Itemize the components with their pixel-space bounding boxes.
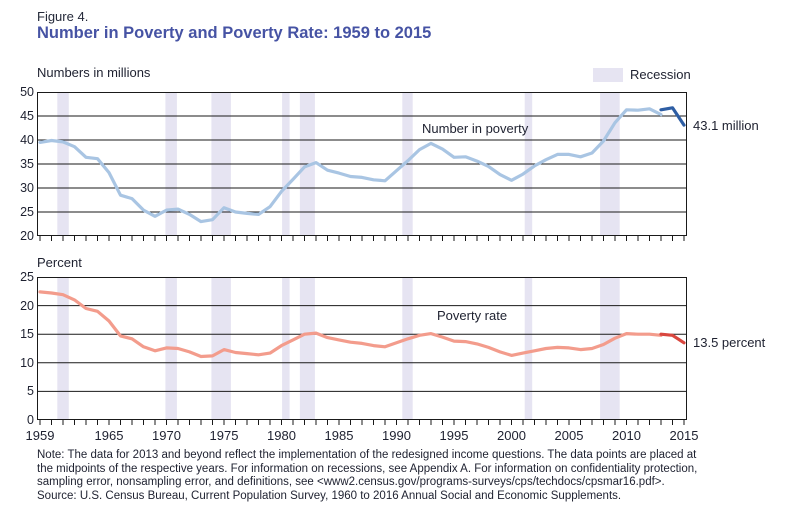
y-tick-label: 35 xyxy=(20,157,34,171)
figure-number: Figure 4. xyxy=(37,9,89,24)
recession-band xyxy=(57,277,69,420)
figure-title: Number in Poverty and Poverty Rate: 1959… xyxy=(37,24,432,42)
x-tick-label: 1965 xyxy=(94,428,124,443)
note-line-3: sampling error, nonsampling error, and d… xyxy=(37,476,665,489)
recession-band xyxy=(282,277,290,420)
top-axis-unit-label: Numbers in millions xyxy=(37,65,151,80)
number-in-poverty-line xyxy=(659,106,686,127)
x-tick-label: 2015 xyxy=(669,428,699,443)
note-line-2: the midpoints of the respective years. F… xyxy=(37,462,698,475)
recession-band xyxy=(402,277,413,420)
figure-note: Note: The data for 2013 and beyond refle… xyxy=(37,449,697,490)
recession-legend-swatch xyxy=(593,68,623,82)
x-tick-label: 2000 xyxy=(497,428,526,443)
y-tick-label: 30 xyxy=(20,181,34,195)
y-tick-label: 45 xyxy=(20,109,34,123)
recession-legend-label: Recession xyxy=(630,67,691,82)
plot-border xyxy=(37,277,687,420)
y-tick-label: 0 xyxy=(27,413,34,427)
note-line-1: Note: The data for 2013 and beyond refle… xyxy=(37,449,697,461)
y-tick-label: 50 xyxy=(20,85,34,99)
number-in-poverty-chart xyxy=(37,92,687,241)
y-tick-label: 25 xyxy=(20,270,34,284)
bottom-axis-unit-label: Percent xyxy=(37,255,82,270)
number-end-annotation: 43.1 million xyxy=(693,118,759,133)
x-tick-label: 1959 xyxy=(25,428,55,443)
x-tick-label: 2005 xyxy=(554,428,584,443)
y-tick-label: 20 xyxy=(20,229,34,243)
recession-band xyxy=(299,277,315,420)
y-tick-label: 5 xyxy=(27,384,34,399)
rate-end-annotation: 13.5 percent xyxy=(693,335,766,350)
poverty-rate-chart xyxy=(37,277,687,425)
x-tick-label: 1995 xyxy=(439,428,469,443)
y-tick-label: 15 xyxy=(20,327,34,342)
number-in-poverty-series-label: Number in poverty xyxy=(422,121,529,136)
x-tick-label: 2010 xyxy=(612,428,641,443)
x-tick-label: 1970 xyxy=(152,428,181,443)
y-tick-label: 25 xyxy=(20,205,34,219)
poverty-rate-line xyxy=(38,290,663,359)
recession-band xyxy=(600,277,620,420)
figure-source: Source: U.S. Census Bureau, Current Popu… xyxy=(37,490,622,502)
x-tick-label: 1975 xyxy=(209,428,239,443)
recession-band xyxy=(211,277,231,420)
x-tick-label: 1980 xyxy=(267,428,296,443)
y-tick-label: 20 xyxy=(20,298,34,313)
number-in-poverty-line xyxy=(38,107,663,224)
poverty-rate-series-label: Poverty rate xyxy=(437,308,508,323)
y-tick-label: 40 xyxy=(20,133,34,147)
y-tick-label: 10 xyxy=(20,355,34,370)
x-tick-label: 1985 xyxy=(324,428,354,443)
poverty-rate-line xyxy=(659,332,686,345)
x-tick-label: 1990 xyxy=(382,428,411,443)
plot-border xyxy=(37,92,687,236)
recession-band xyxy=(524,277,533,420)
